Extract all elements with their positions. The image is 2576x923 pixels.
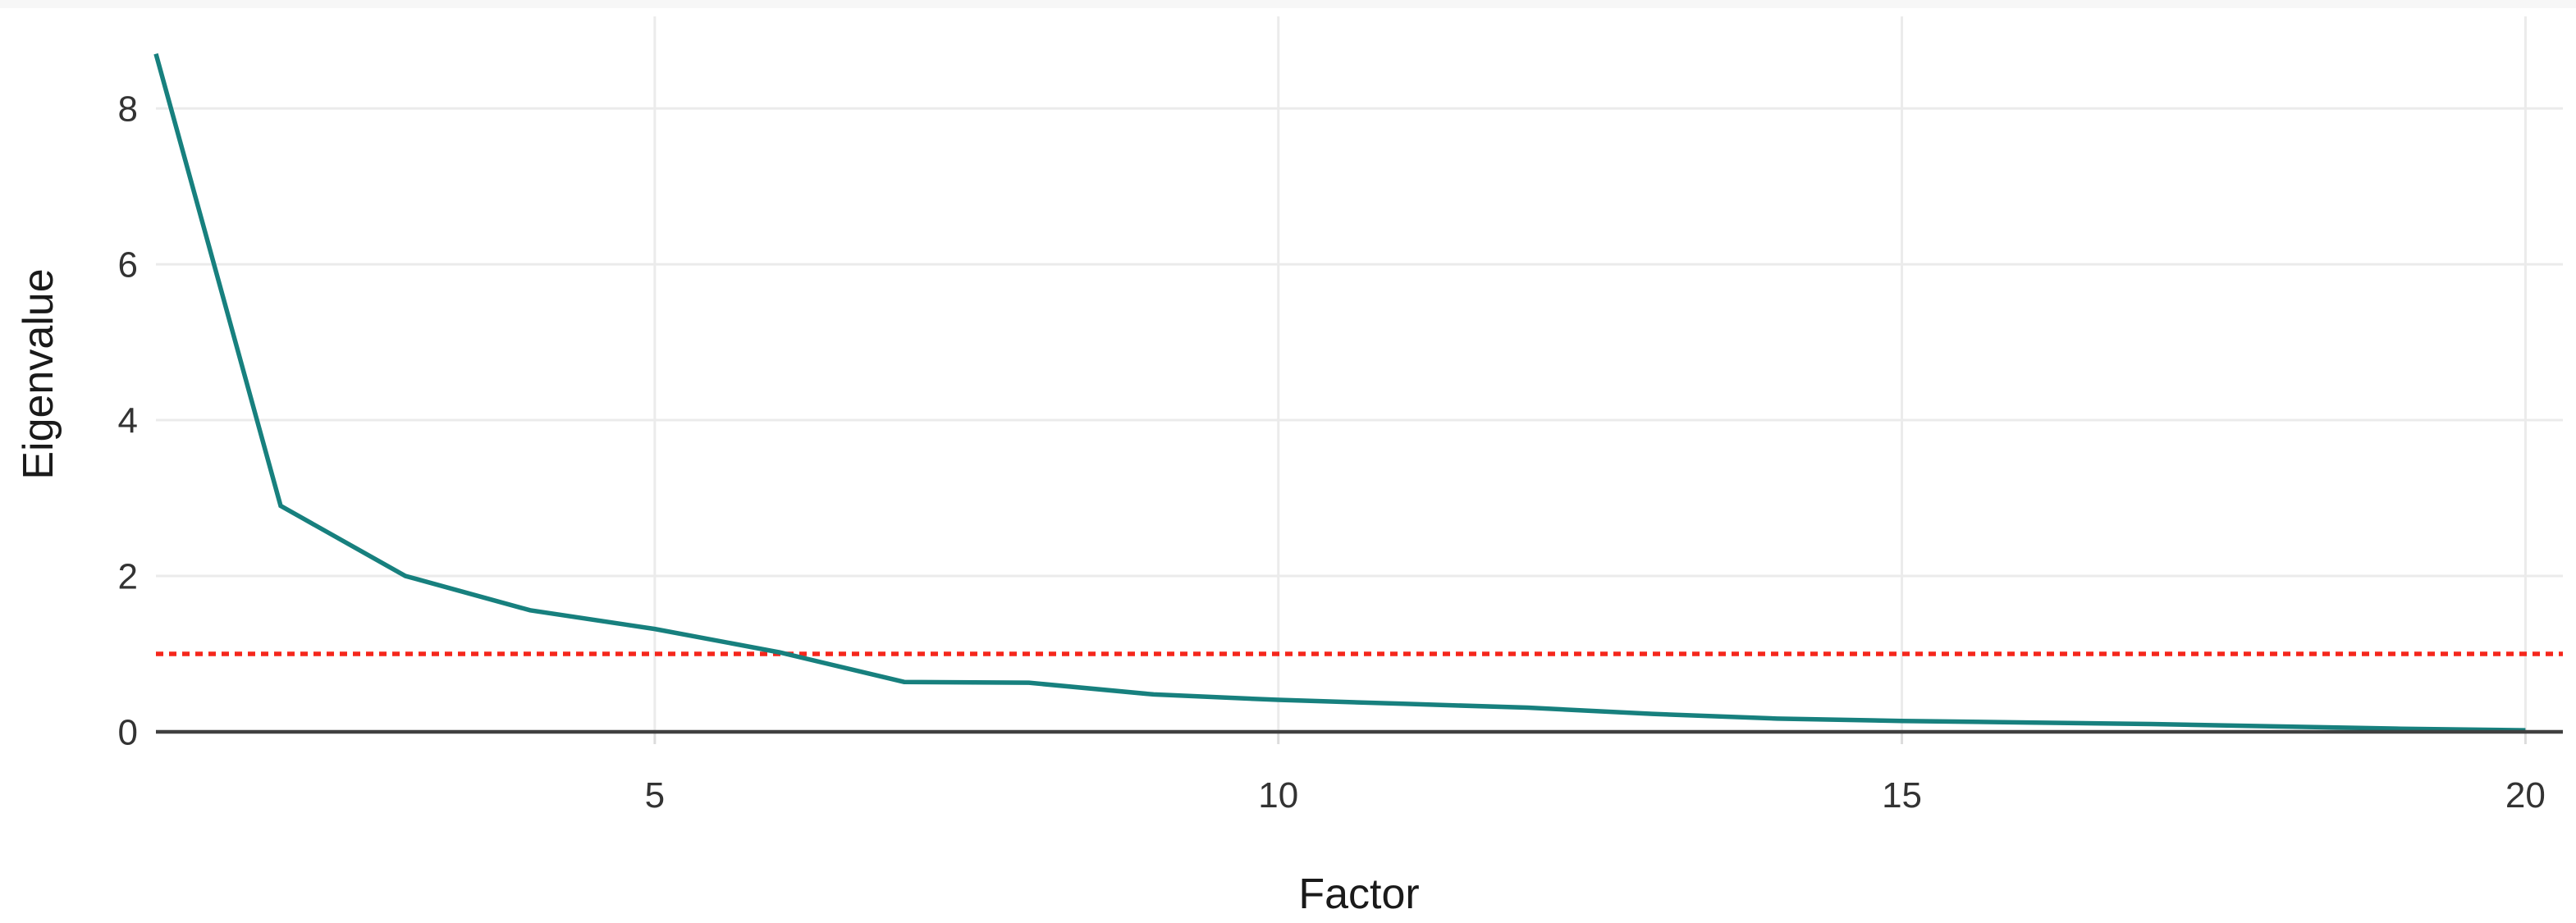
window-top-edge (0, 0, 2576, 8)
x-tick-label: 10 (1258, 775, 1298, 816)
y-tick-label: 4 (118, 400, 138, 441)
eigenvalue-line (153, 53, 2526, 733)
x-tick-label: 5 (645, 775, 665, 816)
y-tick-label: 0 (118, 712, 138, 752)
y-tick-label: 2 (118, 556, 138, 596)
x-tick-label: 15 (1882, 775, 1922, 816)
x-tick-label: 20 (2505, 775, 2546, 816)
y-tick-label: 6 (118, 244, 138, 285)
x-axis-title: Factor (1298, 870, 1420, 918)
y-axis-title: Eigenvalue (15, 268, 62, 480)
y-tick-label: 8 (118, 89, 138, 129)
